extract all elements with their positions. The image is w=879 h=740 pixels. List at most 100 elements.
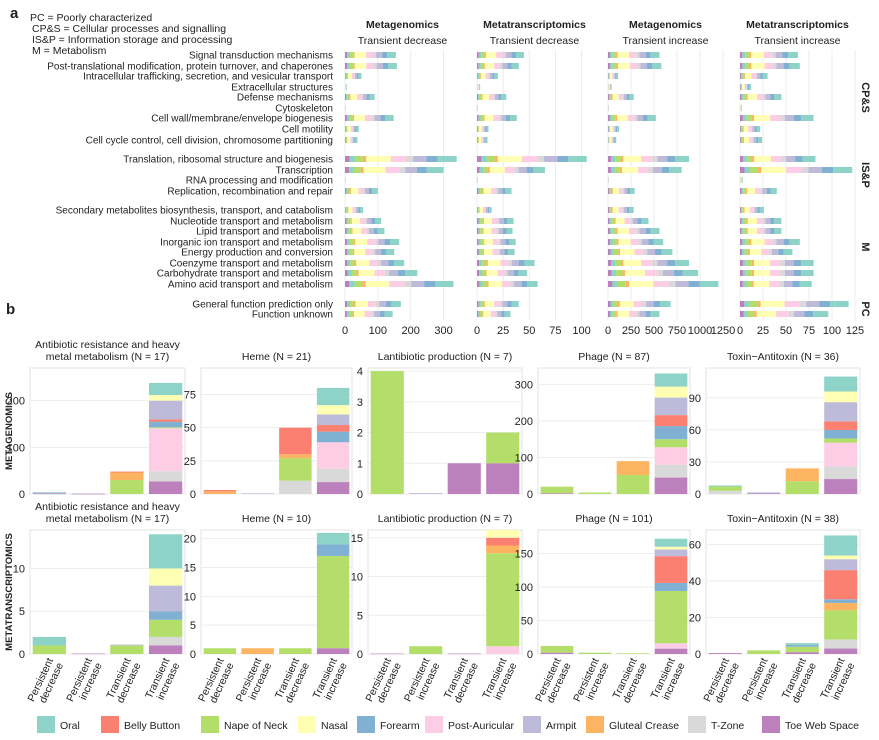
- y-tick-label: 0: [357, 489, 363, 501]
- bar-segment: [746, 84, 747, 90]
- bar-segment: [397, 270, 405, 276]
- bar-segment: [504, 270, 508, 276]
- bar-segment: [742, 73, 745, 79]
- bar-segment: [371, 311, 375, 317]
- bar-segment: [499, 218, 504, 224]
- bar-segment: [612, 63, 617, 69]
- bar-segment: [629, 311, 637, 317]
- bar-segment: [371, 218, 375, 224]
- bar-segment: [374, 311, 380, 317]
- bar-segment: [747, 228, 757, 234]
- bar-segment: [354, 52, 366, 58]
- bar-segment: [746, 281, 752, 287]
- bar-segment: [485, 207, 486, 213]
- bar-segment: [349, 156, 356, 162]
- bar-segment: [765, 94, 771, 100]
- bar-segment: [614, 167, 620, 173]
- bar-segment: [741, 137, 744, 143]
- bar-segment: [740, 301, 745, 307]
- bar-segment: [384, 311, 393, 317]
- bar-segment: [148, 534, 183, 569]
- bar-segment: [354, 115, 365, 121]
- bar-segment: [783, 281, 793, 287]
- bar-segment: [766, 188, 771, 194]
- x-tick-label: 1000: [688, 325, 712, 337]
- x-tick-label: 0: [737, 325, 743, 337]
- bar-segment: [498, 239, 501, 245]
- bar-segment: [618, 239, 631, 245]
- bar-segment: [355, 301, 368, 307]
- bar-segment: [746, 270, 752, 276]
- bar-segment: [346, 228, 349, 234]
- bar-segment: [746, 228, 748, 234]
- bar-segment: [497, 270, 505, 276]
- bar-segment: [740, 167, 745, 173]
- bar-segment: [477, 167, 480, 173]
- bar-segment: [824, 555, 858, 560]
- bar-segment: [743, 94, 747, 100]
- category-label: Inorganic ion transport and metabolism: [160, 238, 333, 249]
- bar-segment: [743, 188, 746, 194]
- bar-segment: [483, 126, 485, 132]
- bar-segment: [347, 270, 352, 276]
- bar-segment: [32, 492, 67, 493]
- bar-segment: [615, 115, 618, 121]
- bar-segment: [353, 63, 355, 69]
- bar-segment: [494, 73, 498, 79]
- bar-segment: [505, 52, 512, 58]
- bar-segment: [489, 73, 493, 79]
- bar-segment: [379, 301, 386, 307]
- bar-segment: [743, 126, 749, 132]
- y-tick-label: 0: [695, 489, 701, 501]
- bar-segment: [373, 228, 378, 234]
- bar-segment: [509, 115, 517, 121]
- bar-segment: [348, 167, 354, 173]
- bar-segment: [740, 260, 743, 266]
- bar-segment: [614, 126, 617, 132]
- y-tick-label: 10: [351, 572, 363, 584]
- bar-segment: [774, 94, 782, 100]
- bar-segment: [611, 270, 617, 276]
- row-title: METAGENOMICS: [4, 392, 15, 470]
- bar-segment: [770, 94, 775, 100]
- bar-segment: [819, 301, 831, 307]
- bar-segment: [356, 270, 359, 276]
- bar-segment: [641, 239, 649, 245]
- bar-segment: [483, 239, 485, 245]
- bar-segment: [610, 52, 613, 58]
- bar-segment: [745, 239, 750, 245]
- bar-segment: [353, 167, 361, 173]
- bar-segment: [346, 73, 348, 79]
- bar-segment: [615, 73, 617, 79]
- bar-segment: [372, 249, 376, 255]
- bar-segment: [650, 52, 660, 58]
- bar-segment: [637, 63, 641, 69]
- bar-segment: [504, 311, 511, 317]
- bar-segment: [824, 559, 858, 571]
- bar-segment: [477, 228, 479, 234]
- bar-segment: [148, 619, 183, 637]
- legend-swatch: [762, 716, 780, 733]
- bar-segment: [526, 167, 534, 173]
- bar-segment: [630, 218, 633, 224]
- bar-segment: [345, 137, 347, 143]
- bar-segment: [488, 281, 502, 287]
- bar-segment: [614, 73, 616, 79]
- bar-segment: [625, 281, 629, 287]
- bar-segment: [801, 115, 814, 121]
- bar-segment: [741, 73, 743, 79]
- facet-title: Phage (N = 87): [578, 351, 650, 363]
- bar-segment: [799, 281, 812, 287]
- bar-segment: [608, 115, 610, 121]
- bar-segment: [833, 167, 853, 173]
- bar-segment: [481, 137, 483, 143]
- bar-segment: [513, 270, 519, 276]
- bar-segment: [806, 301, 820, 307]
- bar-segment: [345, 311, 347, 317]
- bar-segment: [487, 260, 501, 266]
- bar-segment: [502, 228, 507, 234]
